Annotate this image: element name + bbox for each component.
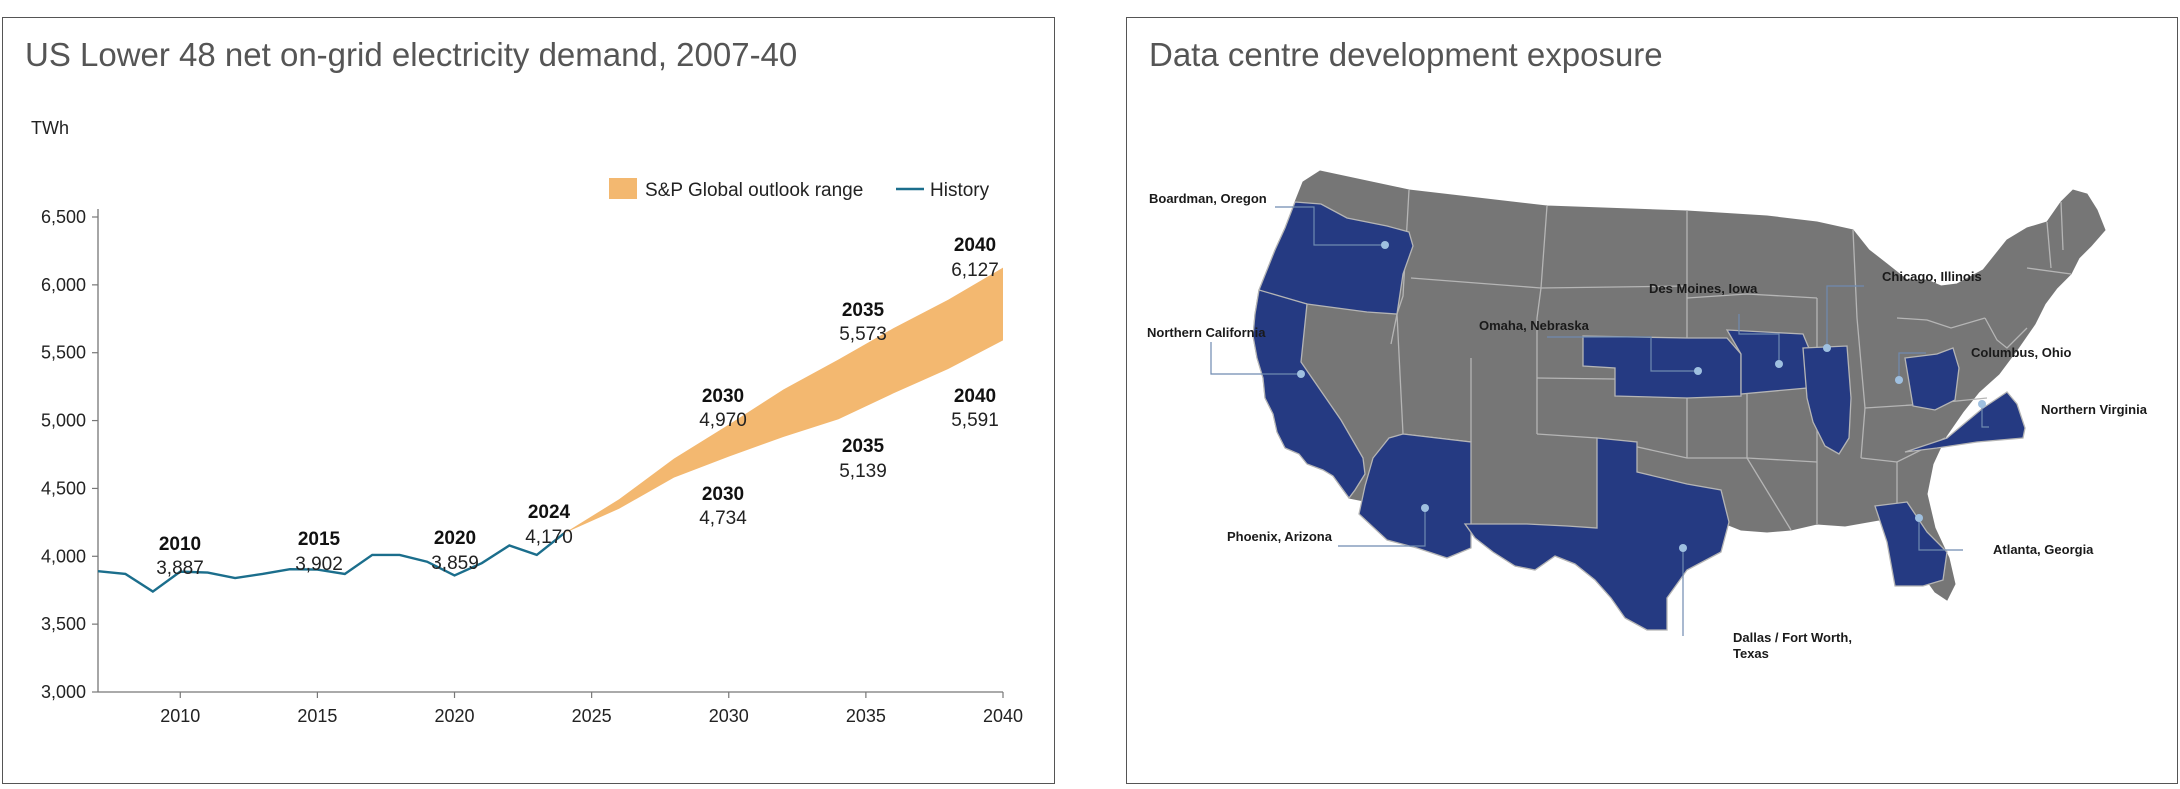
state-arizona [1358,433,1472,559]
marker-des-moines [1775,360,1783,368]
label-omaha: Omaha, Nebraska [1479,318,1590,333]
marker-boardman [1381,241,1389,249]
history-line [97,532,565,594]
label-northern-california: Northern California [1147,325,1266,340]
marker-atlanta [1915,514,1923,522]
chart-title: US Lower 48 net on-grid electricity dema… [25,36,798,73]
annotation-value: 4,734 [699,508,747,529]
x-tick-label: 2030 [709,706,749,726]
marker-dallas [1679,544,1687,552]
y-tick-label: 6,000 [41,275,86,295]
x-tick-label: 2040 [983,706,1023,726]
label-dallas: Dallas / Fort Worth, [1733,630,1852,645]
x-tick-label: 2025 [572,706,612,726]
annotation-value: 6,127 [951,260,999,281]
legend-label-outlook: S&P Global outlook range [645,180,863,201]
annotation-year: 2030 [702,484,744,505]
state-illinois [1802,345,1852,455]
annotation-year: 2035 [842,300,885,321]
x-tick-label: 2015 [297,706,337,726]
map-panel: Data centre development exposure [1126,17,2178,784]
y-tick-label: 3,500 [41,614,86,634]
y-tick-label: 6,500 [41,207,86,227]
marker-northern-virginia [1978,400,1986,408]
annotation-value: 4,170 [525,527,573,548]
y-tick-label: 3,000 [41,682,86,702]
marker-chicago [1823,344,1831,352]
annotation-value: 3,902 [295,554,343,575]
annotation-value: 3,859 [431,553,479,574]
y-tick-label: 5,000 [41,411,86,431]
annotation-year: 2010 [159,534,201,555]
marker-omaha [1694,367,1702,375]
annotation-value: 5,591 [951,410,999,431]
annotation-year: 2040 [954,386,996,407]
x-tick-label: 2035 [846,706,886,726]
marker-columbus [1895,376,1903,384]
annotation-value: 3,887 [156,558,204,579]
legend-label-history: History [930,180,990,201]
y-axis-label: TWh [31,118,69,138]
state-nebraska [1582,335,1742,399]
y-tick-label: 4,500 [41,478,86,498]
marker-northern-california [1297,370,1305,378]
state-texas [1463,437,1730,631]
demand-chart: TWh 3,000 3,500 4,000 4,500 5,000 5,500 6,000 6,… [31,118,1023,726]
state-california [1252,289,1366,500]
annotation-value: 4,970 [699,410,747,431]
annotation-year: 2015 [298,529,341,550]
annotation-year: 2040 [954,235,996,256]
city-markers [1297,241,1986,552]
annotation-year: 2020 [434,528,476,549]
label-columbus: Columbus, Ohio [1971,345,2071,360]
demand-chart-panel: US Lower 48 net on-grid electricity dema… [2,17,1055,784]
legend-swatch-outlook [609,178,637,199]
x-tick-label: 2010 [160,706,200,726]
label-texas: Texas [1733,646,1769,661]
label-phoenix: Phoenix, Arizona [1227,529,1333,544]
label-chicago: Chicago, Illinois [1882,269,1982,284]
label-northern-virginia: Northern Virginia [2041,402,2148,417]
annotation-year: 2035 [842,436,885,457]
outlook-range-area [564,267,1003,534]
marker-phoenix [1421,504,1429,512]
state-oregon [1258,201,1414,315]
state-ohio [1904,347,1960,411]
state-virginia [1904,391,2026,453]
leader-lines [1210,206,1989,636]
label-boardman: Boardman, Oregon [1149,191,1267,206]
x-tick-label: 2020 [434,706,474,726]
highlighted-states [1252,201,2026,631]
map-title: Data centre development exposure [1149,36,1663,73]
state-georgia [1874,501,1948,587]
annotation-value: 5,573 [839,324,887,345]
annotation-value: 5,139 [839,461,887,482]
annotation-year: 2030 [702,386,744,407]
us-map: Boardman, Oregon Northern California Pho… [1147,170,2148,661]
y-tick-label: 4,000 [41,546,86,566]
label-atlanta: Atlanta, Georgia [1993,542,2094,557]
label-des-moines: Des Moines, Iowa [1649,281,1758,296]
annotation-year: 2024 [528,502,571,523]
y-tick-label: 5,500 [41,343,86,363]
